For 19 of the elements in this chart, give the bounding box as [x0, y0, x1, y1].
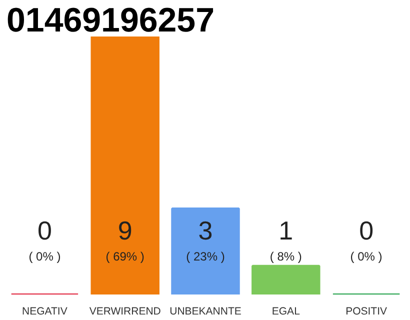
bar [171, 208, 240, 294]
bar [252, 264, 320, 294]
chart-title: 01469196257 [6, 2, 215, 40]
x-tick-label: VERWIRREND [89, 306, 162, 318]
x-tick-label: UNBEKANNTE [170, 306, 242, 318]
data-label: 9 [118, 216, 132, 246]
bar [90, 36, 160, 294]
annotation: ( 0% ) [350, 250, 382, 264]
x-tick-label: EGAL [272, 306, 300, 318]
data-label: 0 [359, 216, 374, 246]
data-label: 0 [37, 216, 52, 246]
annotation: ( 23% ) [186, 250, 225, 264]
annotation: ( 69% ) [106, 250, 144, 264]
x-tick-label: POSITIV [346, 306, 388, 318]
x-tick-label: NEGATIV [22, 306, 68, 318]
data-label: 1 [278, 216, 294, 246]
annotation: ( 8% ) [270, 250, 302, 264]
annotation: ( 0% ) [28, 250, 61, 264]
data-label: 3 [198, 216, 213, 246]
